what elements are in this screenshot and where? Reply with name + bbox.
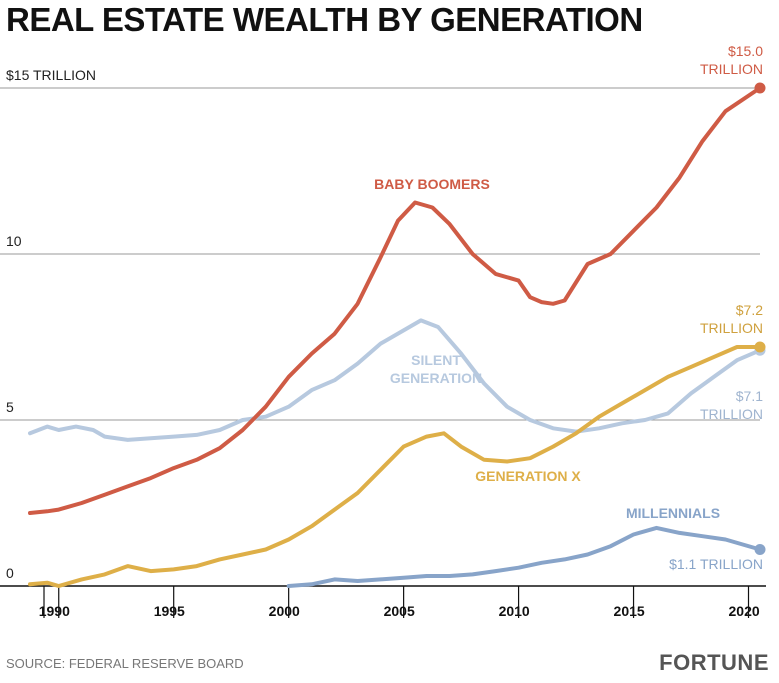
source-note: SOURCE: FEDERAL RESERVE BOARD — [6, 656, 244, 671]
series-end-label-line: $1.1 TRILLION — [669, 556, 763, 572]
y-tick-label: 10 — [6, 233, 22, 249]
series-end-label-line: $7.1 — [736, 388, 763, 404]
series-end-dot-1 — [754, 82, 766, 94]
brand-logo: FORTUNE — [659, 650, 769, 675]
x-tick-label: 2020 — [729, 603, 760, 619]
series-name-line: GENERATION — [390, 370, 482, 386]
series-line-2 — [28, 345, 762, 588]
series-line-3 — [286, 525, 762, 588]
series-end-dot-3 — [754, 543, 766, 555]
series-name-label: BABY BOOMERS — [374, 176, 490, 192]
series-labels: SILENT GENERATION BABY BOOMERS GENERATION X… — [374, 43, 763, 572]
y-tick-label: 0 — [6, 565, 14, 581]
series-end-label-line: TRILLION — [700, 406, 763, 422]
y-tick-label: 5 — [6, 399, 14, 415]
series-name-label: MILLENNIALS — [626, 505, 720, 521]
x-tick-label: 1990 — [39, 603, 70, 619]
x-tick-label: 2005 — [384, 603, 415, 619]
series-end-label: $7.2 TRILLION — [700, 302, 763, 336]
x-axis: 1990 1995 2000 2005 2010 2015 2020 — [0, 585, 766, 619]
x-tick-label: 2000 — [269, 603, 300, 619]
series-end-label: $15.0 TRILLION — [700, 43, 763, 77]
series-name-label: SILENT GENERATION — [390, 352, 482, 386]
y-axis: $15 TRILLION 10 5 0 — [6, 67, 96, 581]
series-end-label-line: TRILLION — [700, 61, 763, 77]
series-line-1 — [28, 86, 762, 515]
series-name-line: SILENT — [411, 352, 461, 368]
series-name-label: GENERATION X — [475, 468, 581, 484]
series-line-0 — [28, 318, 762, 442]
series-end-label: $7.1 TRILLION — [700, 388, 763, 422]
chart-title: REAL ESTATE WEALTH BY GENERATION — [6, 1, 643, 38]
series-lines — [28, 82, 766, 588]
y-tick-label: $15 TRILLION — [6, 67, 96, 83]
series-end-label-line: $15.0 — [728, 43, 763, 59]
x-tick-label: 1995 — [154, 603, 185, 619]
series-end-label-line: $7.2 — [736, 302, 763, 318]
x-tick-label: 2010 — [499, 603, 530, 619]
series-end-label: $1.1 TRILLION — [669, 556, 763, 572]
series-end-label-line: TRILLION — [700, 320, 763, 336]
series-end-dot-2 — [754, 341, 766, 353]
x-tick-label: 2015 — [614, 603, 645, 619]
